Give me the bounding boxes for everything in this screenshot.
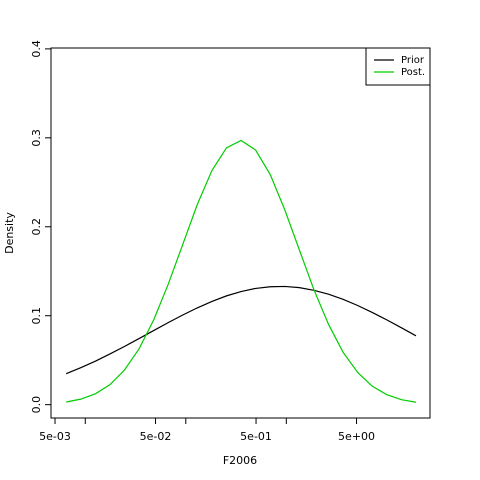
legend-label: Post. [401, 67, 425, 78]
x-axis-label: F2006 [223, 454, 257, 467]
x-tick-label: 5e-02 [140, 430, 172, 443]
y-tick-label: 0.4 [30, 40, 43, 58]
y-axis-label: Density [3, 212, 16, 254]
y-tick-label: 0.0 [30, 396, 43, 414]
plot-frame [50, 47, 431, 419]
x-tick-label: 5e+00 [338, 430, 375, 443]
series-line [66, 139, 417, 403]
y-tick-label: 0.3 [30, 129, 43, 147]
x-tick-label: 5e-03 [39, 430, 71, 443]
legend-label: Prior [401, 55, 425, 66]
series-line [65, 285, 417, 375]
y-tick-label: 0.1 [30, 307, 43, 325]
y-tick-label: 0.2 [30, 218, 43, 236]
legend-box [365, 47, 431, 86]
x-tick-label: 5e-01 [240, 430, 272, 443]
